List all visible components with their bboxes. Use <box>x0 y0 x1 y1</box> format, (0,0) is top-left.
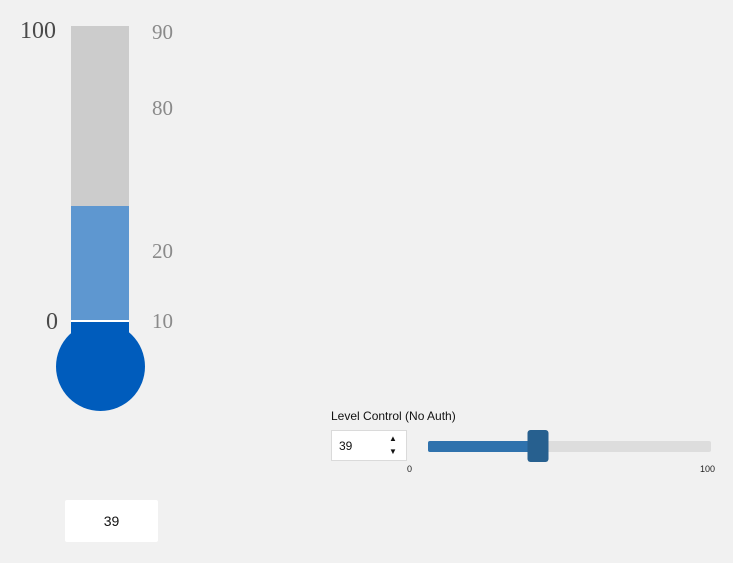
gauge-scale-max: 100 <box>20 18 56 44</box>
gauge-tick-90: 90 <box>152 20 173 44</box>
gauge-base-line <box>71 320 129 322</box>
gauge-bulb-neck <box>71 322 129 342</box>
level-spin-box: ▲ ▼ <box>331 430 407 461</box>
gauge-tick-80: 80 <box>152 96 173 120</box>
slider-track[interactable] <box>428 441 711 452</box>
chevron-down-icon[interactable]: ▼ <box>389 447 397 456</box>
gauge-tick-10: 10 <box>152 309 173 333</box>
gauge-tube <box>71 26 129 321</box>
level-slider[interactable] <box>428 429 711 463</box>
gauge-tick-20: 20 <box>152 239 173 263</box>
gauge-scale-min: 0 <box>46 309 58 335</box>
tank-gauge: 100 0 90 80 20 10 <box>0 0 300 420</box>
gauge-value-display: 39 <box>65 500 158 542</box>
slider-thumb[interactable] <box>527 430 549 462</box>
gauge-level-fill <box>71 206 129 321</box>
slider-fill <box>428 441 538 452</box>
level-value-input[interactable] <box>332 431 391 460</box>
slider-max-label: 100 <box>700 464 716 474</box>
chevron-up-icon[interactable]: ▲ <box>389 434 397 443</box>
level-control: Level Control (No Auth) ▲ ▼ 0 100 <box>331 408 721 478</box>
level-control-label: Level Control (No Auth) <box>331 409 456 423</box>
slider-min-label: 0 <box>407 464 413 474</box>
